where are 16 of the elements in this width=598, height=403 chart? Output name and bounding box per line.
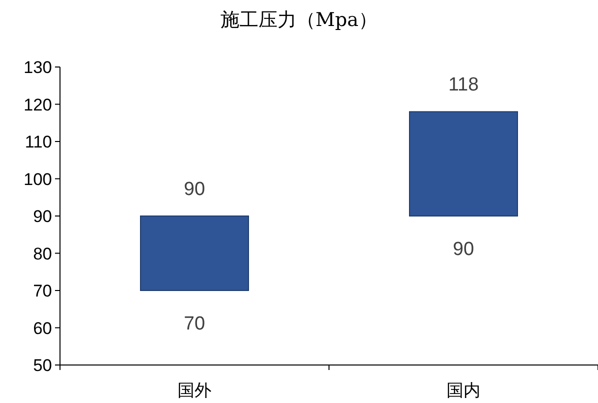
y-tick-label: 90 [33, 207, 52, 226]
annotation: 90 [184, 179, 206, 200]
y-tick-label: 60 [33, 318, 52, 338]
annotation: 90 [452, 239, 474, 260]
annotation: 118 [448, 74, 479, 96]
y-tick-label: 120 [24, 95, 52, 114]
y-tick-label: 80 [33, 244, 52, 264]
y-tick-label: 110 [24, 132, 52, 152]
y-tick-label: 70 [33, 282, 52, 300]
annotation: 70 [184, 314, 206, 334]
y-tick-label: 130 [24, 58, 52, 77]
x-tick-label: 国外 [178, 381, 212, 401]
chart-title: 施工压力（Mpa） [220, 9, 378, 31]
x-tick-label: 国内 [446, 381, 480, 401]
y-tick-label: 50 [33, 356, 52, 375]
y-tick-label: 100 [24, 170, 52, 189]
